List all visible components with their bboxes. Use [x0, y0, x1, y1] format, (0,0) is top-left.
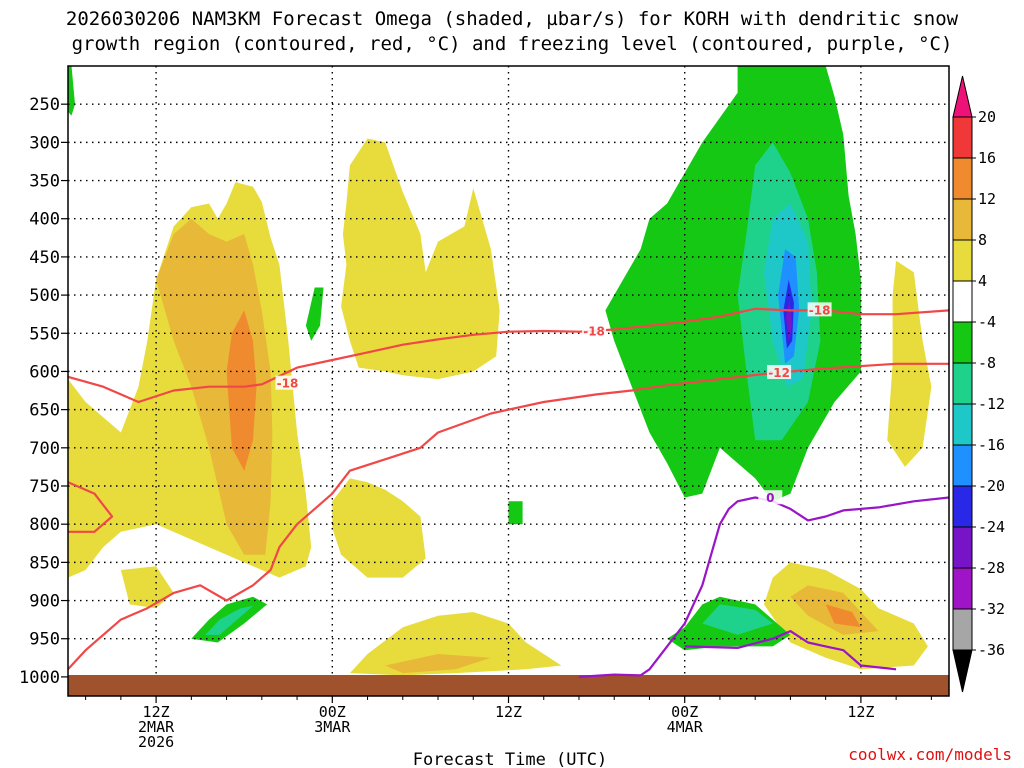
colorbar-label-7: -12 [978, 395, 1005, 413]
colorbar-label-3: 8 [978, 231, 987, 249]
contour-freezing-0-lower [684, 630, 897, 671]
colorbar: 20 16 12 8 4 -4 -8 -12 -16 -20 -24 -28 -32 -36 [952, 75, 1005, 693]
contour-lines: -18 -18 -18 -12 0 [68, 302, 949, 678]
y-tick-label-900: 900 [29, 592, 60, 612]
colorbar-box-7 [952, 403, 973, 446]
y-tick-label-350: 350 [29, 172, 60, 192]
contour-label-dgz_cold-2: -18 [809, 303, 831, 317]
contour-dgz-18 [68, 307, 949, 404]
colorbar-box-9 [952, 485, 973, 528]
colorbar-label-8: -16 [978, 436, 1005, 454]
colorbar-box-1 [952, 157, 973, 200]
y-tick-label-500: 500 [29, 286, 60, 306]
plot-area: -18 -18 -18 -12 0 [67, 65, 950, 697]
y-tick-label-800: 800 [29, 515, 60, 535]
omega-region-up-4-big [605, 66, 861, 502]
colorbar-label-4: 4 [978, 272, 987, 290]
omega-shaded-regions [68, 66, 932, 676]
y-tick-label-450: 450 [29, 248, 60, 268]
colorbar-label-0: 20 [978, 108, 996, 126]
contour-label-bg-0 [275, 375, 300, 390]
omega-region-up-4-left-strip [305, 287, 324, 341]
y-tick-label-950: 950 [29, 630, 60, 650]
y-tick-label-1000: 1000 [19, 668, 60, 688]
colorbar-box-11 [952, 567, 973, 610]
x-tick-label-4-0: 12Z [847, 703, 874, 721]
omega-region-up-24-big [786, 298, 793, 341]
chart-title-line2: growth region (contoured, red, °C) and f… [72, 33, 953, 55]
omega-region-down-4-left-low [120, 566, 174, 609]
x-tick-label-1-1: 3MAR [314, 718, 351, 736]
y-tick-label-850: 850 [29, 553, 60, 573]
contour-label-bg-1 [582, 323, 607, 338]
contour-label-freezing-4: 0 [766, 491, 774, 505]
contour-label-bg-2 [807, 302, 832, 317]
x-tick-label-2-0: 12Z [495, 703, 522, 721]
colorbar-label-12: -32 [978, 600, 1005, 618]
colorbar-label-2: 12 [978, 190, 996, 208]
contour-label-dgz_cold-1: -18 [583, 325, 605, 339]
x-tick-label-1-0: 00Z [319, 703, 346, 721]
x-tick-label-3-0: 00Z [671, 703, 698, 721]
y-axis: 250 300 350 400 450 500 550 600 650 700 750 800 850 9… [19, 95, 68, 688]
y-tick-label-650: 650 [29, 401, 60, 421]
colorbar-label-9: -20 [978, 477, 1005, 495]
terrain-ground [68, 675, 949, 696]
colorbar-box-8 [952, 444, 973, 487]
contour-label-bg-3 [767, 364, 792, 379]
contour-label-dgz_warm-3: -12 [768, 366, 790, 380]
omega-region-up-8-low [702, 604, 773, 635]
omega-region-up-4-small-a [508, 501, 523, 525]
y-tick-label-400: 400 [29, 210, 60, 230]
omega-region-down-12-right [825, 604, 861, 628]
contour-label-dgz_cold-0: -18 [277, 377, 299, 391]
omega-region-down-4-mid [341, 138, 500, 380]
x-tick-label-0-0: 12Z [143, 703, 170, 721]
omega-region-up-4-a [68, 66, 75, 116]
colorbar-label-11: -28 [978, 559, 1005, 577]
contour-dgz-12-left [68, 362, 949, 671]
colorbar-label-10: -24 [978, 518, 1005, 536]
omega-region-down-4-mid2 [332, 478, 426, 578]
colorbar-box-12 [952, 608, 973, 651]
contour-label-bg-4 [758, 490, 783, 505]
colorbar-box-10 [952, 526, 973, 569]
colorbar-label-1: 16 [978, 149, 996, 167]
y-tick-label-700: 700 [29, 439, 60, 459]
colorbar-box-4 [952, 280, 973, 323]
chart-title-line1: 2026030206 NAM3KM Forecast Omega (shaded… [66, 8, 959, 30]
x-tick-label-3-1: 4MAR [667, 718, 704, 736]
contour-dgz-12-loop [68, 481, 114, 533]
x-tick-label-0-2: 2026 [138, 733, 174, 751]
x-tick-label-0-1: 2MAR [138, 718, 175, 736]
omega-region-down-8-low [385, 654, 491, 674]
y-tick-label-250: 250 [29, 95, 60, 115]
omega-region-down-4-low [349, 612, 562, 676]
colorbar-box-3 [952, 239, 973, 282]
y-tick-label-600: 600 [29, 362, 60, 382]
credit-text: coolwx.com/models [848, 745, 1012, 764]
colorbar-label-5: -4 [978, 313, 996, 331]
colorbar-box-0 [952, 116, 973, 159]
y-tick-label-750: 750 [29, 477, 60, 497]
colorbar-top-arrow [952, 75, 973, 118]
omega-region-up-8-left [205, 605, 253, 635]
colorbar-label-13: -36 [978, 641, 1005, 659]
colorbar-box-6 [952, 362, 973, 405]
contour-freezing-0 [578, 496, 949, 678]
colorbar-box-5 [952, 321, 973, 364]
colorbar-box-2 [952, 198, 973, 241]
colorbar-label-6: -8 [978, 354, 996, 372]
x-axis-label: Forecast Time (UTC) [413, 750, 607, 768]
omega-region-down-12-left [226, 310, 257, 471]
y-tick-label-550: 550 [29, 324, 60, 344]
y-tick-label-300: 300 [29, 133, 60, 153]
colorbar-bottom-arrow [952, 649, 973, 693]
